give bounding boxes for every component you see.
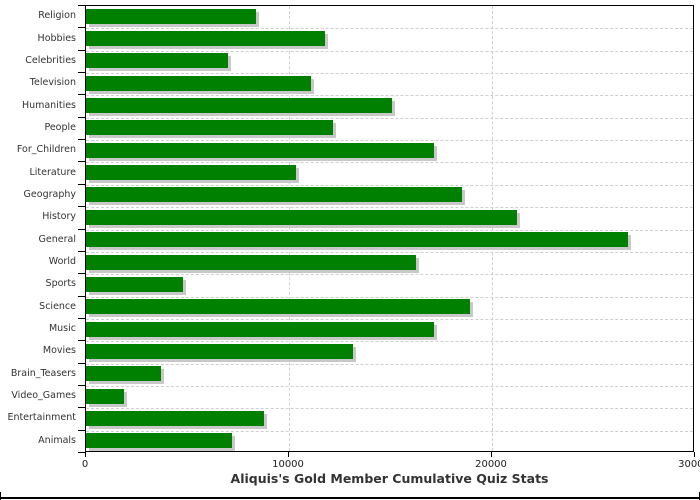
bar-humanities xyxy=(86,98,392,114)
x-axis-tick xyxy=(85,452,86,457)
bar-science xyxy=(86,299,471,315)
y-axis-label: Celebrities xyxy=(25,54,76,66)
horizontal-gridline xyxy=(86,50,693,52)
y-axis-label: For_Children xyxy=(16,144,76,156)
y-axis-label: Movies xyxy=(42,345,76,357)
y-axis-label: Television xyxy=(29,77,76,89)
y-axis-label: Science xyxy=(39,300,76,312)
y-axis-tick xyxy=(78,5,85,6)
x-axis-label: 0 xyxy=(81,459,89,470)
horizontal-gridline xyxy=(86,341,693,343)
vertical-gridline xyxy=(492,6,493,451)
y-axis-label: Brain_Teasers xyxy=(10,367,76,379)
y-axis-label: Religion xyxy=(38,10,76,22)
horizontal-gridline xyxy=(86,408,693,410)
plot-area xyxy=(85,5,694,452)
bar-celebrities xyxy=(86,53,228,69)
bar-people xyxy=(86,120,333,136)
y-axis-tick xyxy=(78,117,85,118)
y-axis-label: Literature xyxy=(29,166,76,178)
y-axis-label: Hobbies xyxy=(37,32,76,44)
y-axis-label: Animals xyxy=(38,434,76,446)
y-axis-label: Geography xyxy=(23,188,76,200)
horizontal-gridline xyxy=(86,95,693,97)
bottom-border-line xyxy=(1,497,699,499)
bar-literature xyxy=(86,165,297,181)
y-axis-label: People xyxy=(44,121,76,133)
bar-video_games xyxy=(86,388,125,404)
bottom-border-frame xyxy=(0,492,700,500)
y-axis-tick xyxy=(78,363,85,364)
y-axis-tick xyxy=(78,296,85,297)
x-axis-label: 30000 xyxy=(678,459,700,470)
horizontal-gridline xyxy=(86,117,693,119)
y-axis-tick xyxy=(78,94,85,95)
y-axis-tick xyxy=(78,407,85,408)
y-axis-tick xyxy=(78,72,85,73)
bar-geography xyxy=(86,187,463,203)
bar-history xyxy=(86,209,517,225)
bar-music xyxy=(86,321,434,337)
x-axis-tick xyxy=(288,452,289,457)
y-axis-tick xyxy=(78,161,85,162)
y-axis-tick xyxy=(78,206,85,207)
y-axis-tick xyxy=(78,430,85,431)
bar-sports xyxy=(86,276,184,292)
vertical-gridline xyxy=(289,6,290,451)
bar-hobbies xyxy=(86,31,325,47)
y-axis-label: Entertainment xyxy=(7,412,76,424)
y-axis-tick xyxy=(78,139,85,140)
horizontal-gridline xyxy=(86,318,693,320)
horizontal-gridline xyxy=(86,28,693,30)
y-axis-label: History xyxy=(42,211,76,223)
y-axis-tick xyxy=(78,50,85,51)
y-axis-label: General xyxy=(38,233,76,245)
y-axis-tick xyxy=(78,184,85,185)
y-axis-label: Music xyxy=(48,323,76,335)
y-axis-tick xyxy=(78,251,85,252)
bar-for_children xyxy=(86,142,434,158)
horizontal-gridline xyxy=(86,140,693,142)
horizontal-gridline xyxy=(86,274,693,276)
y-axis-tick xyxy=(78,273,85,274)
y-axis-tick xyxy=(78,340,85,341)
bar-general xyxy=(86,232,629,248)
y-axis-label: Video_Games xyxy=(11,390,76,402)
x-axis-label: 10000 xyxy=(272,459,304,470)
horizontal-gridline xyxy=(86,363,693,365)
bar-brain_teasers xyxy=(86,366,161,382)
bar-religion xyxy=(86,8,256,24)
y-axis-tick xyxy=(78,318,85,319)
bar-movies xyxy=(86,343,354,359)
y-axis-label: World xyxy=(48,256,76,268)
bar-animals xyxy=(86,433,232,449)
y-axis-tick xyxy=(78,385,85,386)
horizontal-gridline xyxy=(86,229,693,231)
y-axis-tick xyxy=(78,27,85,28)
bar-world xyxy=(86,254,416,270)
horizontal-gridline xyxy=(86,296,693,298)
horizontal-gridline xyxy=(86,251,693,253)
horizontal-gridline xyxy=(86,73,693,75)
horizontal-gridline xyxy=(86,385,693,387)
horizontal-gridline xyxy=(86,207,693,209)
horizontal-gridline xyxy=(86,162,693,164)
horizontal-gridline xyxy=(86,184,693,186)
horizontal-gridline xyxy=(86,430,693,432)
bar-television xyxy=(86,75,311,91)
x-axis-label: 20000 xyxy=(475,459,507,470)
x-axis-tick xyxy=(694,452,695,457)
y-axis-tick xyxy=(78,452,85,453)
chart-title: Aliquis's Gold Member Cumulative Quiz St… xyxy=(230,471,549,486)
y-axis-label: Sports xyxy=(45,278,76,290)
x-axis-tick xyxy=(491,452,492,457)
bar-entertainment xyxy=(86,410,265,426)
y-axis-label: Humanities xyxy=(21,99,76,111)
y-axis-tick xyxy=(78,229,85,230)
